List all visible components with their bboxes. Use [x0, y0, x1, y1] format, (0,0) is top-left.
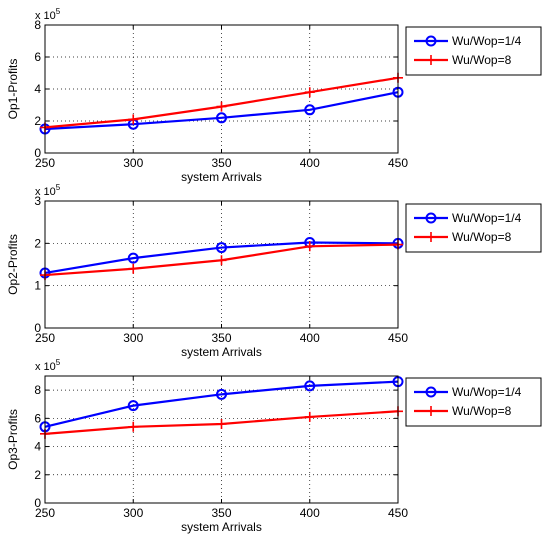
x-tick-label: 300 [123, 156, 143, 170]
series-line-1 [44, 380, 399, 428]
y-tick-label: 8 [34, 383, 41, 397]
legend-marker-1 [425, 212, 437, 224]
x-axis-label: system Arrivals [181, 170, 262, 184]
x-tick-label: 300 [123, 331, 143, 345]
x-tick-label: 450 [388, 506, 408, 520]
data-point [128, 263, 139, 274]
legend-label-2: Wu/Wop=8 [452, 404, 512, 418]
y-axis-label: Op2-Profits [6, 234, 20, 295]
x-tick-label: 400 [300, 156, 320, 170]
y-tick-label: 2 [34, 114, 41, 128]
y-tick-label: 8 [34, 18, 41, 32]
legend-marker-1 [425, 35, 437, 47]
x-tick-label: 450 [388, 156, 408, 170]
y-tick-label: 0 [34, 146, 41, 160]
y-tick-label: 3 [34, 194, 41, 208]
y-tick-label: 2 [34, 468, 41, 482]
legend-marker-2 [426, 406, 436, 416]
data-point [127, 252, 139, 264]
data-point [304, 411, 315, 422]
y-tick-label: 0 [34, 496, 41, 510]
plot-area [45, 376, 398, 503]
data-point [216, 112, 227, 124]
axes-box [44, 375, 399, 504]
axes-box [44, 24, 399, 154]
x-tick-label: 250 [35, 506, 55, 520]
legend-label-2: Wu/Wop=8 [452, 230, 512, 244]
legend-label-1: Wu/Wop=1/4 [452, 385, 522, 399]
legend-box [405, 26, 542, 76]
data-point [304, 104, 316, 116]
y-tick-label: 4 [34, 440, 41, 454]
x-tick-label: 400 [300, 506, 320, 520]
y-tick-label: 4 [34, 82, 41, 96]
x-tick-label: 300 [123, 506, 143, 520]
y-exponent-label: x 105 [35, 183, 61, 198]
legend-marker-2 [426, 55, 436, 65]
data-point [304, 380, 316, 392]
y-tick-label: 1 [34, 279, 41, 293]
y-exponent-label: x 105 [35, 358, 61, 373]
y-tick-label: 0 [34, 321, 41, 335]
y-tick-label: 6 [34, 50, 41, 64]
data-point [128, 421, 139, 432]
series-line-1 [44, 91, 399, 131]
x-tick-label: 250 [35, 331, 55, 345]
x-tick-label: 350 [211, 331, 231, 345]
legend-box [405, 377, 542, 427]
data-point [216, 388, 227, 400]
data-point [216, 418, 227, 429]
y-tick-label: 6 [34, 411, 41, 425]
legend-marker-2 [426, 232, 436, 242]
y-exponent-label: x 105 [35, 7, 61, 22]
data-point [128, 114, 139, 125]
x-tick-label: 350 [211, 156, 231, 170]
chart-panel-1: 250 300 350 400 450 0 2 4 6 8x 105 system Arrivals… [6, 7, 542, 184]
chart-panel-3: 250 300 350 400 450 0 2 4 6 8 x 105 system Arrivals… [6, 358, 542, 534]
legend-box [405, 203, 542, 253]
data-point [216, 255, 227, 266]
data-point [304, 87, 315, 98]
x-axis-label: system Arrivals [181, 345, 262, 359]
y-axis-label: Op3-Profits [6, 409, 20, 470]
x-tick-label: 250 [35, 156, 55, 170]
x-tick-label: 450 [388, 331, 408, 345]
legend-label-1: Wu/Wop=1/4 [452, 34, 522, 48]
data-point [127, 400, 139, 412]
data-point [216, 242, 227, 254]
x-tick-label: 350 [211, 506, 231, 520]
x-tick-label: 400 [300, 331, 320, 345]
data-point [304, 241, 315, 252]
chart-panel-2: 250 300 350 400 450 0 1 2 3x 105 system Arrivals O… [6, 183, 542, 359]
y-axis-label: Op1-Profits [6, 59, 20, 120]
axes-box [44, 200, 399, 329]
data-point [216, 101, 227, 112]
legend-label-1: Wu/Wop=1/4 [452, 211, 522, 225]
x-axis-label: system Arrivals [181, 520, 262, 534]
series-line-1 [44, 241, 399, 275]
legend: Wu/Wop=1/4 Wu/Wop=8 [405, 26, 542, 76]
legend-label-2: Wu/Wop=8 [452, 53, 512, 67]
legend: Wu/Wop=1/4 Wu/Wop=8 [405, 377, 542, 427]
legend-marker-1 [425, 386, 437, 398]
y-tick-label: 2 [34, 236, 41, 250]
legend: Wu/Wop=1/4 Wu/Wop=8 [405, 203, 542, 253]
